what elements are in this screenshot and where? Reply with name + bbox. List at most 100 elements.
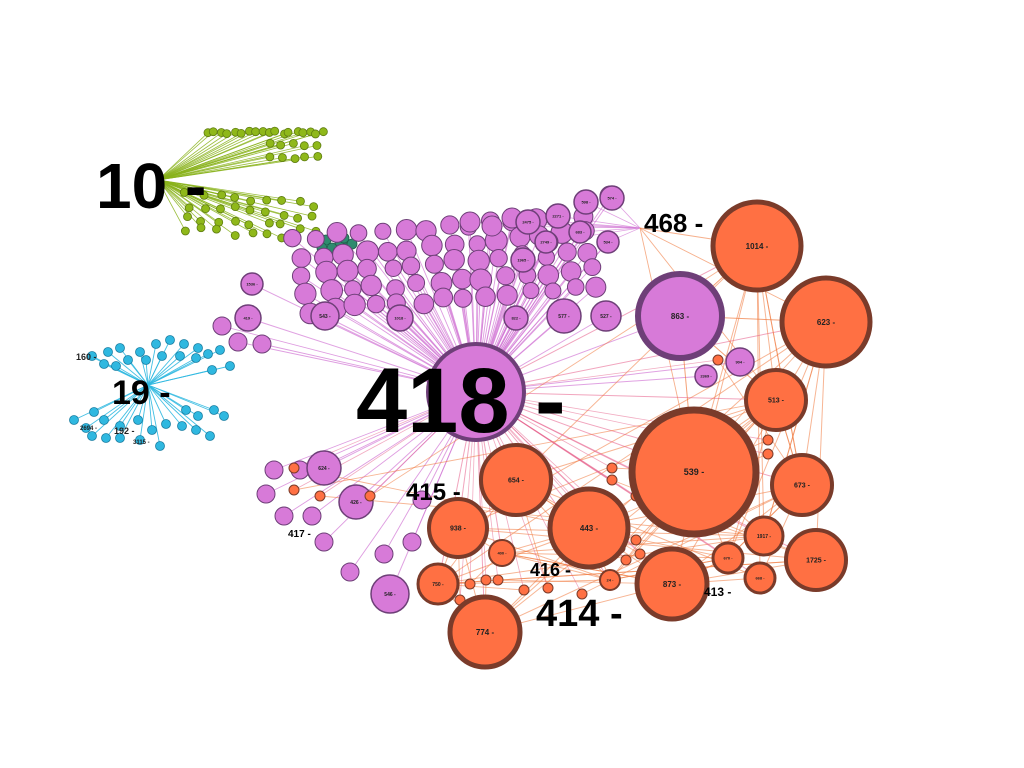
purple-node-1: 577 -	[546, 298, 582, 334]
orange-node	[480, 574, 492, 586]
hub-label-10: 10 -	[96, 150, 206, 222]
purple-node-circle	[424, 254, 444, 274]
purple-node	[252, 334, 272, 354]
purple-node-8-label: 822 -	[511, 315, 521, 320]
orange-node-circle	[634, 548, 646, 560]
purple-node-16-label: 419 -	[243, 315, 253, 320]
cyan-node-circle	[147, 425, 157, 435]
cyan-node	[161, 419, 171, 429]
purple-node-18: 2271 -	[545, 203, 571, 229]
orange-node-circle	[576, 588, 588, 600]
green-node-circle	[307, 211, 317, 221]
orange-node-9-label: 774 -	[476, 628, 495, 637]
green-node-circle	[265, 138, 275, 148]
green-edge	[157, 130, 250, 181]
orange-node-5: 654 -	[479, 443, 553, 517]
orange-node-8-circle	[634, 546, 710, 622]
cyan-node-circle	[99, 415, 109, 425]
cyan-node	[193, 343, 203, 353]
purple-node	[459, 211, 481, 233]
purple-node-8: 822 -	[503, 305, 529, 331]
cyan-edge	[147, 384, 153, 431]
purple-node-circle	[560, 261, 582, 282]
green-node-circle	[246, 196, 256, 206]
cyan-node-circle	[193, 343, 203, 353]
green-node-circle	[179, 188, 189, 197]
green-node-circle	[279, 211, 289, 220]
orange-node	[634, 548, 646, 560]
orange-node-12-circle	[416, 562, 460, 606]
green-node	[283, 127, 293, 137]
orange-node-15: 400 -	[488, 539, 516, 567]
purple-node-circle	[306, 230, 325, 248]
hub-label-418: 418 -	[356, 350, 566, 452]
cyan-edge	[147, 369, 213, 386]
cyan-node-circle	[191, 425, 201, 435]
purple-node-13-label: 534 -	[603, 239, 613, 244]
purple-node	[256, 484, 276, 504]
cyan-node	[133, 415, 143, 425]
green-node	[299, 141, 309, 151]
green-node	[251, 127, 260, 137]
purple-node-2: 527 -	[590, 300, 622, 332]
side-label-2694: 2694 -	[80, 426, 97, 432]
green-edge	[157, 131, 299, 181]
green-node	[293, 213, 303, 223]
green-node-circle	[244, 220, 254, 230]
purple-node	[412, 490, 432, 510]
orange-node-0-circle	[710, 199, 804, 293]
purple-node-circle	[522, 282, 540, 300]
purple-node	[294, 282, 317, 305]
cyan-node	[135, 435, 145, 445]
purple-node-circle	[475, 286, 496, 307]
orange-node-circle	[620, 554, 632, 566]
orange-node	[606, 462, 618, 474]
cyan-edge	[119, 384, 149, 439]
green-node	[180, 226, 190, 236]
hub-node-418-circle	[426, 342, 526, 442]
purple-node-4-circle	[338, 484, 374, 520]
orange-node-5-circle	[479, 443, 553, 517]
purple-node-circle	[402, 532, 422, 552]
green-edge	[157, 179, 301, 230]
orange-node	[288, 462, 300, 474]
cyan-node	[225, 361, 235, 371]
green-node-circle	[230, 193, 240, 202]
orange-node-1-label: 623 -	[817, 318, 836, 327]
purple-node	[306, 230, 325, 248]
green-node	[183, 212, 192, 222]
purple-node	[283, 228, 302, 248]
purple-node-2-label: 527 -	[600, 314, 612, 320]
purple-node-circle	[252, 334, 272, 354]
cyan-edge	[147, 384, 161, 447]
cyan-node-circle	[115, 421, 125, 431]
green-node-circle	[262, 195, 272, 205]
purple-node-15-label: 904 -	[735, 359, 745, 364]
purple-node-14-circle	[694, 364, 718, 388]
cyan-node	[155, 441, 165, 451]
green-node-circle	[312, 141, 322, 150]
orange-node-circle	[464, 578, 476, 590]
green-node-circle	[231, 216, 240, 226]
green-node	[262, 229, 272, 239]
orange-node-circle	[762, 434, 774, 446]
cyan-node-circle	[165, 335, 175, 345]
purple-node-circle	[401, 256, 421, 276]
green-node-circle	[293, 213, 303, 223]
purple-node	[566, 278, 585, 296]
green-edge	[157, 179, 270, 224]
green-node	[278, 153, 287, 163]
cyan-node	[177, 421, 187, 431]
purple-node-circle	[544, 282, 562, 300]
purple-node	[340, 562, 360, 582]
green-edge	[157, 131, 236, 181]
orange-node-2-circle	[744, 368, 808, 432]
orange-node-9-circle	[447, 594, 523, 670]
purple-node	[336, 259, 359, 282]
orange-node	[288, 484, 300, 496]
cyan-edge	[105, 384, 149, 439]
graph-nodes: 863 - 577 - 527 - 624 - 426 - 546 - 543 - 1018 …	[69, 126, 873, 670]
orange-node-3-label: 539 -	[684, 467, 705, 477]
purple-node	[496, 266, 516, 286]
purple-node-circle	[291, 248, 312, 268]
